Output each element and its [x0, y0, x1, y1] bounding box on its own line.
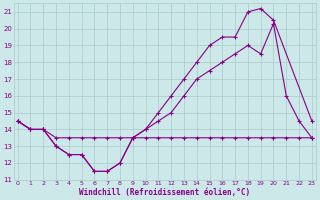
X-axis label: Windchill (Refroidissement éolien,°C): Windchill (Refroidissement éolien,°C): [79, 188, 250, 197]
